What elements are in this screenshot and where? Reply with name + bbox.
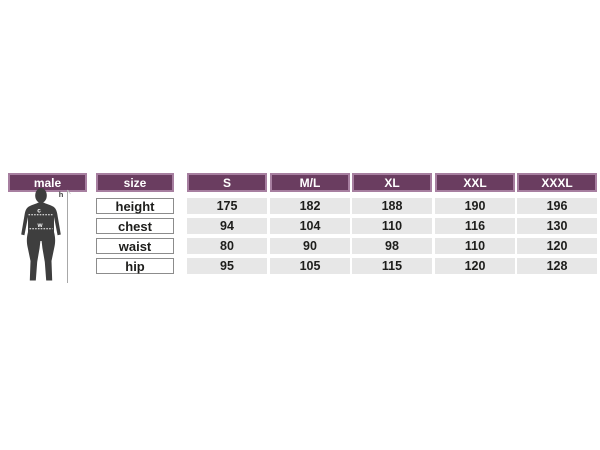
cell-chest-ml: 104 bbox=[270, 218, 350, 234]
cell-waist-xxxl: 120 bbox=[517, 238, 597, 254]
column-header-s: S bbox=[187, 173, 267, 192]
figure-head bbox=[35, 188, 47, 203]
size-header: size bbox=[96, 173, 174, 192]
cell-waist-s: 80 bbox=[187, 238, 267, 254]
row-label-height: height bbox=[96, 198, 174, 214]
cell-chest-xl: 110 bbox=[352, 218, 432, 234]
row-label-chest: chest bbox=[96, 218, 174, 234]
row-label-hip: hip bbox=[96, 258, 174, 274]
cell-waist-ml: 90 bbox=[270, 238, 350, 254]
cell-height-xxxl: 196 bbox=[517, 198, 597, 214]
cell-hip-s: 95 bbox=[187, 258, 267, 274]
cell-hip-xl: 115 bbox=[352, 258, 432, 274]
male-figure-icon: h c w bbox=[21, 188, 71, 283]
column-header-xxxl: XXXL bbox=[517, 173, 597, 192]
cell-waist-xl: 98 bbox=[352, 238, 432, 254]
chest-marker-label: c bbox=[37, 208, 41, 215]
cell-chest-xxxl: 130 bbox=[517, 218, 597, 234]
cell-hip-ml: 105 bbox=[270, 258, 350, 274]
cell-height-xxl: 190 bbox=[435, 198, 515, 214]
cell-height-ml: 182 bbox=[270, 198, 350, 214]
column-header-ml: M/L bbox=[270, 173, 350, 192]
male-figure: h c w bbox=[14, 188, 72, 285]
row-label-waist: waist bbox=[96, 238, 174, 254]
cell-chest-xxl: 116 bbox=[435, 218, 515, 234]
column-header-xl: XL bbox=[352, 173, 432, 192]
figure-body bbox=[21, 201, 61, 281]
gender-header: male bbox=[8, 173, 87, 192]
cell-chest-s: 94 bbox=[187, 218, 267, 234]
waist-marker-label: w bbox=[36, 222, 43, 229]
cell-height-xl: 188 bbox=[352, 198, 432, 214]
column-header-xxl: XXL bbox=[435, 173, 515, 192]
cell-hip-xxl: 120 bbox=[435, 258, 515, 274]
cell-height-s: 175 bbox=[187, 198, 267, 214]
cell-waist-xxl: 110 bbox=[435, 238, 515, 254]
cell-hip-xxxl: 128 bbox=[517, 258, 597, 274]
height-marker-label: h bbox=[59, 190, 64, 199]
height-guide-tick bbox=[67, 189, 71, 195]
